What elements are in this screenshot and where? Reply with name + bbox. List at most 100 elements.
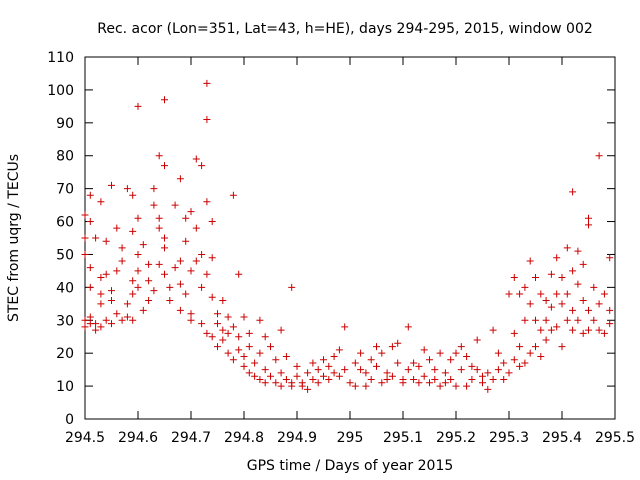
data-point xyxy=(441,379,449,387)
data-point xyxy=(203,329,211,337)
data-point xyxy=(145,260,153,268)
data-point xyxy=(362,369,370,377)
data-point xyxy=(510,356,518,364)
data-point xyxy=(256,349,264,357)
data-point xyxy=(229,356,237,364)
data-point xyxy=(346,379,354,387)
data-point xyxy=(325,362,333,370)
data-point xyxy=(569,326,577,334)
data-point xyxy=(542,316,550,324)
data-point xyxy=(595,300,603,308)
data-point xyxy=(139,241,147,249)
data-point xyxy=(224,329,232,337)
data-point xyxy=(92,320,100,328)
data-point xyxy=(198,283,206,291)
data-point xyxy=(426,379,433,387)
data-point xyxy=(558,273,566,281)
data-point xyxy=(526,257,534,265)
data-point xyxy=(134,214,142,222)
data-point xyxy=(373,343,380,351)
data-point xyxy=(351,359,359,367)
y-tick-label: 40 xyxy=(56,280,74,296)
y-tick-label: 70 xyxy=(56,182,74,198)
x-axis-label: GPS time / Days of year 2015 xyxy=(247,458,454,474)
data-point xyxy=(129,227,137,235)
data-point xyxy=(81,234,89,242)
data-point xyxy=(92,234,100,242)
y-tick-label: 20 xyxy=(56,346,74,362)
data-point xyxy=(553,254,561,262)
data-point xyxy=(595,326,603,334)
x-tick-label: 294.5 xyxy=(65,430,105,446)
data-point xyxy=(129,316,137,324)
data-point xyxy=(309,376,317,384)
data-point xyxy=(235,270,243,278)
data-point xyxy=(161,96,168,104)
data-point xyxy=(81,316,89,324)
data-point xyxy=(362,382,370,390)
data-point xyxy=(436,382,444,390)
data-point xyxy=(505,290,513,298)
data-point xyxy=(516,290,524,298)
data-point xyxy=(288,283,296,291)
data-point xyxy=(516,362,524,370)
data-point xyxy=(569,306,577,314)
x-tick-label: 295 xyxy=(337,430,364,446)
data-point xyxy=(277,369,285,377)
data-point xyxy=(219,297,227,305)
data-point xyxy=(203,79,211,87)
data-point xyxy=(208,333,216,341)
data-points xyxy=(81,79,614,393)
x-tick-label: 295.1 xyxy=(383,430,423,446)
data-point xyxy=(304,385,312,393)
data-point xyxy=(108,181,115,189)
data-point xyxy=(208,254,216,262)
data-point xyxy=(245,329,253,337)
data-point xyxy=(404,323,412,331)
data-point xyxy=(155,260,163,268)
data-point xyxy=(214,343,221,351)
data-point xyxy=(367,376,375,384)
data-point xyxy=(224,349,232,357)
data-point xyxy=(320,356,327,364)
data-point xyxy=(245,343,253,351)
data-point xyxy=(229,191,237,199)
data-point xyxy=(86,313,94,321)
data-point xyxy=(431,366,439,374)
data-point xyxy=(161,234,168,242)
data-point xyxy=(420,372,428,380)
data-point xyxy=(155,224,163,232)
data-point xyxy=(97,198,105,206)
data-point xyxy=(426,356,433,364)
data-point xyxy=(182,237,190,245)
data-point xyxy=(214,320,221,328)
data-point xyxy=(463,382,471,390)
axis-ticks: 294.5 294.6 294.7 294.8 294.9 295 295.1 295.2 29… xyxy=(47,50,635,446)
data-point xyxy=(203,198,211,206)
y-tick-label: 30 xyxy=(56,313,74,329)
data-point xyxy=(452,382,460,390)
data-point xyxy=(245,369,253,377)
data-point xyxy=(293,362,301,370)
data-point xyxy=(187,267,195,275)
data-point xyxy=(277,326,285,334)
data-point xyxy=(590,283,598,291)
data-point xyxy=(129,191,137,199)
data-point xyxy=(579,260,587,268)
data-point xyxy=(431,376,439,384)
data-point xyxy=(441,369,449,377)
data-point xyxy=(373,362,380,370)
data-point xyxy=(606,320,614,328)
data-point xyxy=(123,313,131,321)
y-tick-label: 110 xyxy=(47,50,74,66)
data-point xyxy=(569,267,577,275)
data-point xyxy=(563,290,571,298)
data-point xyxy=(383,376,391,384)
data-point xyxy=(505,369,513,377)
data-point xyxy=(489,376,497,384)
data-point xyxy=(282,352,290,360)
data-point xyxy=(484,369,492,377)
data-point xyxy=(606,306,614,314)
data-point xyxy=(203,270,211,278)
data-point xyxy=(235,346,243,354)
